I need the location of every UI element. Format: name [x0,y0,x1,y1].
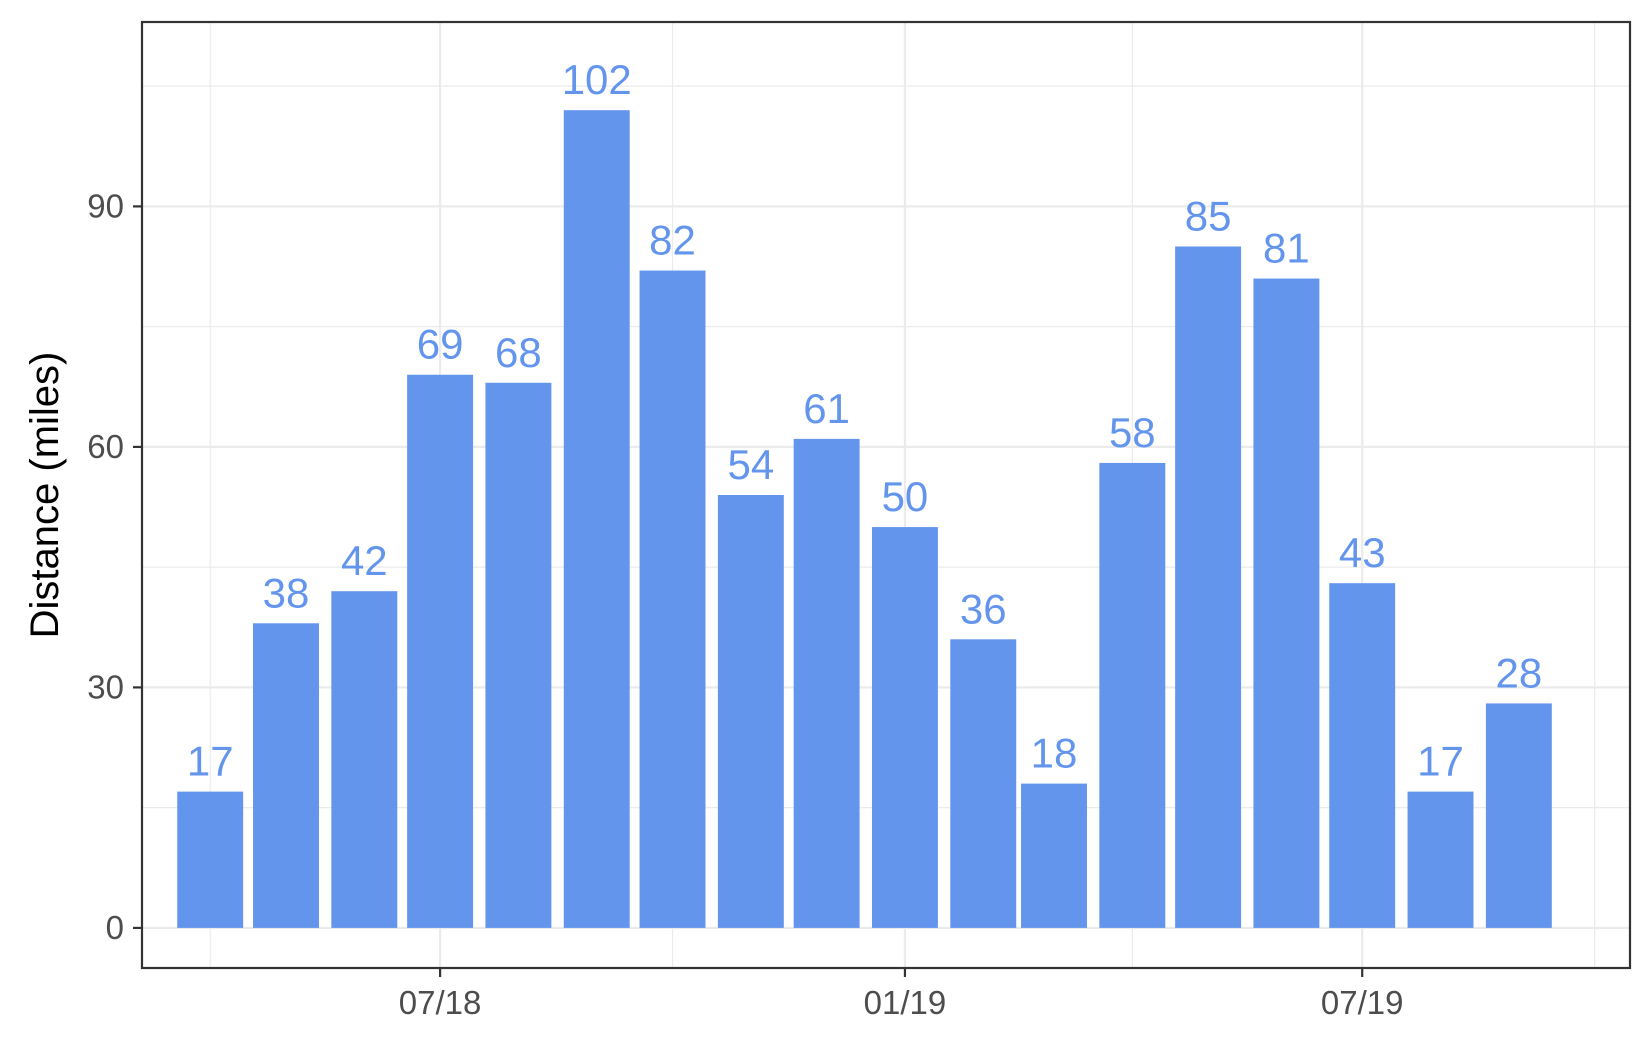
y-tick-label: 30 [87,668,124,705]
x-tick-label: 01/19 [864,984,947,1021]
bars [177,110,1552,928]
x-tick-label: 07/19 [1321,984,1404,1021]
bar [639,270,706,928]
data-labels: 17 38 42 69 68 102 82 54 61 50 36 18 58 85 81 43 17 28 [187,56,1542,784]
data-label: 69 [417,321,464,368]
data-label: 61 [803,385,850,432]
bar [1021,783,1087,928]
data-label: 17 [187,738,234,785]
data-label: 68 [495,329,542,376]
bar [563,110,630,928]
bar [871,527,938,928]
bar [1175,246,1242,928]
bar [485,382,552,928]
data-label: 38 [263,569,310,616]
bar [253,623,319,928]
data-label: 18 [1031,730,1078,777]
data-label: 82 [649,217,696,264]
data-label: 17 [1417,738,1464,785]
bar [1099,462,1166,928]
data-label: 42 [341,537,388,584]
y-tick-label: 90 [87,187,124,224]
data-label: 28 [1495,649,1542,696]
bar [331,591,398,928]
data-label: 58 [1109,409,1156,456]
plot-border [140,20,1632,970]
bar [1329,583,1396,928]
bar [1485,703,1552,928]
data-label: 102 [562,56,632,103]
data-label: 43 [1339,529,1386,576]
axes: 0 30 60 90 07/18 01/19 07/19 [87,187,1403,1021]
bar [407,374,474,928]
data-label: 50 [882,473,929,520]
y-tick-label: 60 [87,428,124,465]
x-tick-label: 07/18 [399,984,482,1021]
data-label: 36 [960,585,1007,632]
bar [793,438,860,928]
bar [950,639,1017,928]
bar [1253,278,1320,928]
y-axis-title: Distance (miles) [23,352,67,639]
data-label: 81 [1263,225,1310,272]
data-label: 54 [727,441,774,488]
data-label: 85 [1185,192,1232,239]
bar [177,791,244,928]
bar [1407,791,1474,928]
y-tick-label: 0 [106,909,124,946]
bar [717,495,784,928]
